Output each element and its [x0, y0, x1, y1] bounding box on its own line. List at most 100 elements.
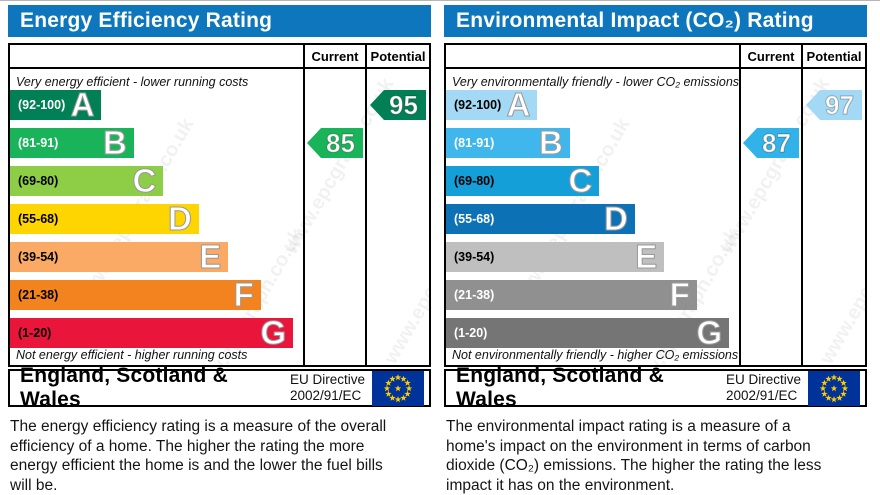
band-range-label: (55-68) [454, 212, 495, 226]
energy-bottom-caption: Not energy efficient - higher running co… [16, 348, 248, 362]
potential-column-divider [801, 45, 803, 365]
energy-panel-title: Energy Efficiency Rating [20, 9, 273, 32]
co2-footer: England, Scotland & Wales EU Directive 2… [444, 364, 867, 411]
watermark-text: www.epcgraph.co.uk [379, 184, 431, 367]
eu-directive-line2: 2002/91/EC [725, 388, 798, 403]
band-range-label: (69-80) [454, 174, 495, 188]
band-range-label: (55-68) [18, 212, 59, 226]
region-label: England, Scotland & Wales [20, 364, 228, 411]
band-row-a: (92-100) A [446, 86, 741, 128]
potential-column-header: Potential [370, 49, 426, 64]
band-row-e: (39-54) E [446, 238, 741, 280]
rating-panels: Energy Efficiency Rating www.epcgraph.co… [8, 5, 872, 495]
band-range-label: (21-38) [454, 288, 495, 302]
band-range-label: (92-100) [18, 98, 66, 112]
band-row-f: (21-38) F [10, 276, 305, 318]
band-row-e: (39-54) E [10, 238, 305, 280]
rating-band-a: (92-100) A [446, 86, 538, 123]
band-range-label: (81-91) [18, 136, 59, 150]
eu-directive-label: EU Directive 2002/91/EC [726, 372, 801, 404]
energy-panel-title-bar: Energy Efficiency Rating [8, 5, 431, 37]
co2-potential-value: 97 [825, 89, 855, 120]
panel-environmental-impact: Environmental Impact (CO₂) Rating www.ep… [444, 5, 867, 495]
rating-band-c: (69-80) C [10, 162, 164, 199]
energy-current-arrow: 85 [307, 128, 363, 158]
rating-band-b: (81-91) B [446, 124, 570, 161]
band-letter: F [233, 276, 254, 313]
column-header-row: Current Potential [10, 45, 429, 69]
energy-description: The energy efficiency rating is a measur… [10, 418, 387, 494]
eu-flag-icon [372, 370, 424, 406]
band-row-b: (81-91) B [446, 124, 741, 166]
eu-directive-line1: EU Directive [725, 372, 801, 387]
co2-current-arrow: 87 [743, 128, 799, 158]
band-row-b: (81-91) B [10, 124, 305, 166]
current-column-header: Current [311, 49, 359, 64]
rating-band-g: (1-20) G [10, 314, 294, 351]
panel-energy-efficiency: Energy Efficiency Rating www.epcgraph.co… [8, 5, 431, 495]
band-range-label: (92-100) [454, 98, 502, 112]
current-column-divider [303, 45, 305, 365]
band-range-label: (21-38) [18, 288, 59, 302]
band-letter: A [70, 86, 95, 123]
watermark-text: www.epcgraph.co.uk [815, 184, 867, 367]
co2-bands: (92-100) A (81-91) B (69 [446, 86, 741, 356]
energy-footer: England, Scotland & Wales EU Directive 2… [8, 364, 431, 411]
co2-top-caption: Very environmentally friendly - lower CO… [452, 75, 740, 89]
region-label: England, Scotland & Wales [456, 364, 664, 411]
band-range-label: (1-20) [454, 326, 488, 340]
band-range-label: (81-91) [454, 136, 495, 150]
band-row-c: (69-80) C [446, 162, 741, 204]
band-row-c: (69-80) C [10, 162, 305, 204]
band-row-f: (21-38) F [446, 276, 741, 318]
band-letter: D [603, 200, 628, 237]
band-range-label: (39-54) [18, 250, 59, 264]
rating-band-b: (81-91) B [10, 124, 134, 161]
co2-panel-title-bar: Environmental Impact (CO₂) Rating [444, 5, 867, 37]
rating-band-d: (55-68) D [446, 200, 635, 237]
band-letter: E [199, 238, 222, 275]
band-row-g: (1-20) G [10, 314, 305, 356]
band-letter: G [260, 314, 287, 351]
energy-bands: (92-100) A (81-91) B (69 [10, 86, 305, 356]
energy-top-caption: Very energy efficient - lower running co… [16, 75, 249, 89]
potential-column-divider [365, 45, 367, 365]
band-letter: B [103, 124, 128, 161]
co2-band-area: Very environmentally friendly - lower CO… [446, 71, 741, 365]
band-range-label: (39-54) [454, 250, 495, 264]
band-range-label: (1-20) [18, 326, 52, 340]
band-row-d: (55-68) D [10, 202, 305, 242]
band-letter: B [539, 124, 564, 161]
rating-band-g: (1-20) G [446, 316, 730, 350]
co2-potential-arrow: 97 [806, 90, 862, 120]
band-letter: C [132, 162, 157, 199]
eu-directive-line2: 2002/91/EC [289, 388, 362, 403]
band-range-label: (69-80) [18, 174, 59, 188]
rating-band-d: (55-68) D [10, 202, 199, 236]
co2-bottom-caption: Not environmentally friendly - higher CO… [452, 348, 739, 362]
co2-panel-title: Environmental Impact (CO₂) Rating [456, 9, 814, 32]
rating-band-f: (21-38) F [10, 276, 261, 313]
rating-band-e: (39-54) E [446, 238, 665, 275]
energy-current-value: 85 [326, 127, 356, 158]
band-letter: E [635, 238, 658, 275]
eu-flag-icon [808, 370, 860, 406]
band-row-d: (55-68) D [446, 200, 741, 242]
column-header-row: Current Potential [446, 45, 865, 69]
potential-column-header: Potential [806, 49, 862, 64]
rating-band-e: (39-54) E [10, 238, 229, 275]
co2-chart: www.epcgraph.co.uk www.epcgraph.co.uk ww… [444, 43, 867, 367]
energy-potential-value: 95 [389, 89, 419, 120]
co2-description: The environmental impact rating is a mea… [446, 418, 822, 494]
band-letter: A [506, 86, 531, 123]
eu-directive-line1: EU Directive [289, 372, 365, 387]
current-column-divider [739, 45, 741, 365]
energy-band-area: Very energy efficient - lower running co… [10, 71, 305, 365]
band-letter: C [568, 162, 593, 199]
band-letter: F [669, 276, 690, 313]
current-column-header: Current [747, 49, 795, 64]
band-row-a: (92-100) A [10, 86, 305, 128]
rating-band-f: (21-38) F [446, 276, 697, 313]
band-row-g: (1-20) G [446, 316, 741, 356]
